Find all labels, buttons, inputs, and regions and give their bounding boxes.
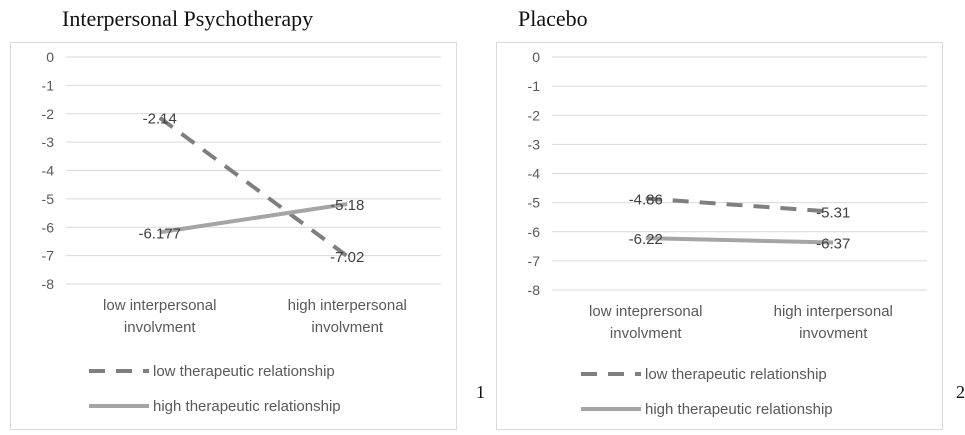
series-line-high xyxy=(645,236,834,245)
x-category-label: involvment xyxy=(311,319,384,336)
y-tick-label: 0 xyxy=(532,49,540,65)
data-label: -6.37 xyxy=(816,236,850,253)
chart-panel-left: 0 -1 -2 -3 -4 -5 -6 -7 -8 low interpersonal involv… xyxy=(10,42,457,430)
data-label: -5.31 xyxy=(816,205,850,222)
series-line-high xyxy=(159,202,348,235)
x-category-label: involvment xyxy=(610,325,683,342)
data-label: -5.18 xyxy=(330,197,364,214)
legend-label: high therapeutic relationship xyxy=(153,398,341,415)
y-tick-label: -8 xyxy=(42,276,55,292)
chart-svg-right: 0 -1 -2 -3 -4 -5 -6 -7 -8 low inteprersonal involv… xyxy=(528,49,927,418)
y-tick-label: -6 xyxy=(42,219,55,235)
x-category-label: involvment xyxy=(124,319,197,336)
x-category-label: low interpersonal xyxy=(103,297,216,314)
y-tick-label: -5 xyxy=(528,195,541,211)
data-label: -6.177 xyxy=(138,225,181,242)
chart-panel-right: 0 -1 -2 -3 -4 -5 -6 -7 -8 low inteprersonal involv… xyxy=(496,42,943,430)
y-tick-label: -3 xyxy=(42,134,55,150)
panel-number-1: 1 xyxy=(476,382,485,402)
legend-label: low therapeutic relationship xyxy=(153,363,335,380)
y-tick-label: -2 xyxy=(42,106,55,122)
data-label: -2.14 xyxy=(143,111,177,128)
chart-title-right: Placebo xyxy=(518,6,588,31)
y-tick-label: -5 xyxy=(42,191,55,207)
y-tick-label: -2 xyxy=(528,107,541,123)
chart-title-left: Interpersonal Psychotherapy xyxy=(62,6,314,31)
y-tick-label: -6 xyxy=(528,224,541,240)
y-tick-label: -8 xyxy=(528,282,541,298)
x-category-label: high interpersonal xyxy=(288,297,407,314)
legend-label: low therapeutic relationship xyxy=(645,366,827,383)
panel-number-2: 2 xyxy=(956,382,965,402)
y-tick-label: 0 xyxy=(46,49,54,65)
chart-svg-left: 0 -1 -2 -3 -4 -5 -6 -7 -8 low interpersonal involv… xyxy=(42,49,441,415)
x-category-label: high interpersonal xyxy=(774,303,893,320)
data-label: -7.02 xyxy=(330,249,364,266)
legend-label: high therapeutic relationship xyxy=(645,401,833,418)
series-line-low xyxy=(158,116,349,258)
data-label: -4.86 xyxy=(629,192,663,209)
x-category-label: invovment xyxy=(799,325,868,342)
x-category-label: low inteprersonal xyxy=(589,303,702,320)
y-tick-label: -1 xyxy=(528,78,541,94)
y-tick-label: -7 xyxy=(528,253,541,269)
y-tick-label: -4 xyxy=(528,166,541,182)
y-tick-label: -7 xyxy=(42,248,55,264)
series-line-low xyxy=(645,196,834,214)
y-tick-label: -3 xyxy=(528,136,541,152)
y-tick-label: -1 xyxy=(42,77,55,93)
y-tick-label: -4 xyxy=(42,163,55,179)
data-label: -6.22 xyxy=(629,231,663,248)
